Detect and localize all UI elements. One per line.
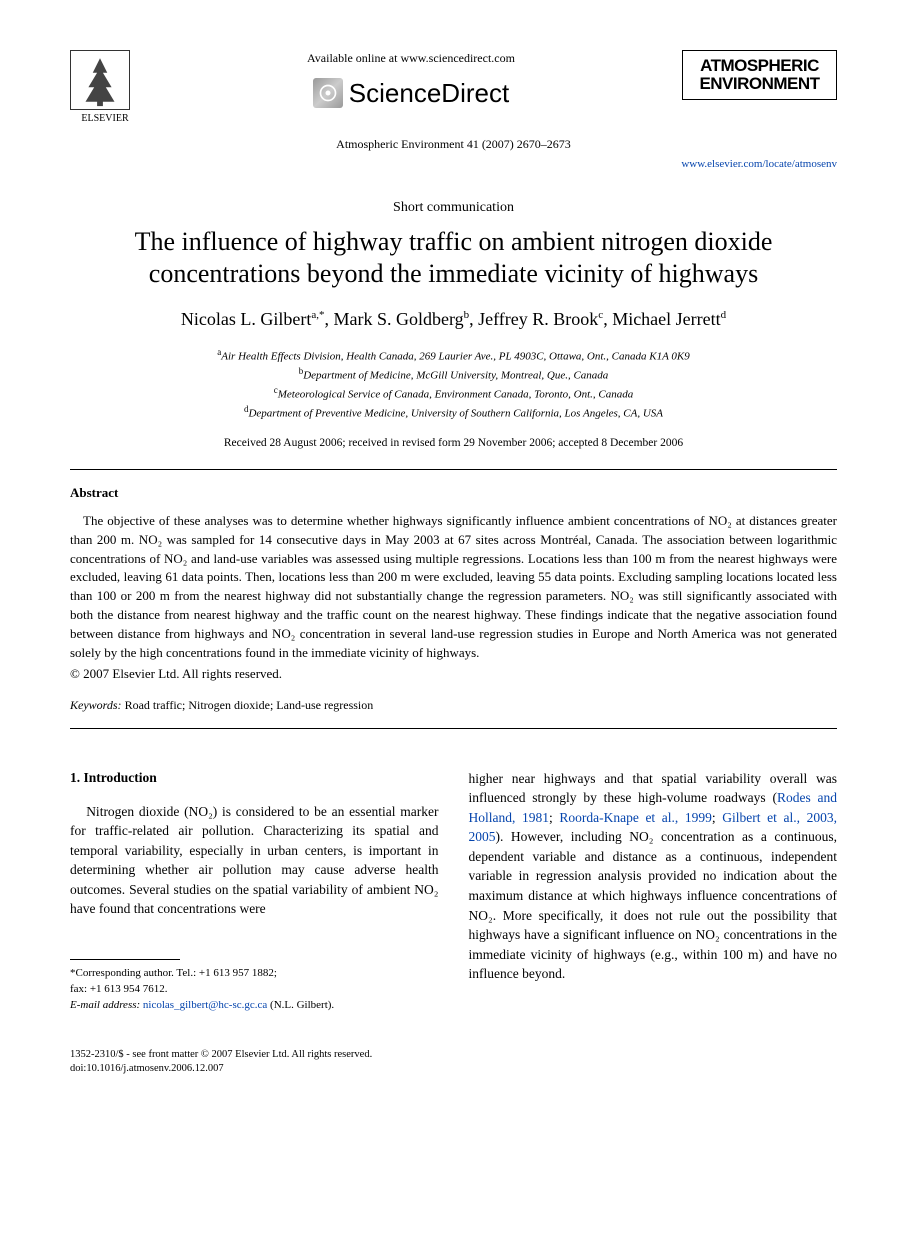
keywords-text: Road traffic; Nitrogen dioxide; Land-use… xyxy=(125,698,374,712)
elsevier-tree-icon xyxy=(70,50,130,110)
author-3: Michael Jerrettd xyxy=(612,309,726,329)
abstract-heading: Abstract xyxy=(70,484,837,502)
available-online-text: Available online at www.sciencedirect.co… xyxy=(140,50,682,67)
affiliation-c: cMeteorological Service of Canada, Envir… xyxy=(70,384,837,403)
footnote-email-name: (N.L. Gilbert). xyxy=(270,999,334,1011)
authors-line: Nicolas L. Gilberta,*, Mark S. Goldbergb… xyxy=(70,307,837,332)
column-left: 1. Introduction Nitrogen dioxide (NO₂) i… xyxy=(70,769,439,1014)
journal-name-1: ATMOSPHERIC xyxy=(687,57,832,75)
author-0: Nicolas L. Gilberta,* xyxy=(181,309,325,329)
abstract-copyright: © 2007 Elsevier Ltd. All rights reserved… xyxy=(70,665,837,683)
doi-block: 1352-2310/$ - see front matter © 2007 El… xyxy=(70,1048,837,1076)
abstract-body: The objective of these analyses was to d… xyxy=(70,512,837,663)
affiliation-a: aAir Health Effects Division, Health Can… xyxy=(70,346,837,365)
affiliation-d: dDepartment of Preventive Medicine, Univ… xyxy=(70,403,837,422)
header-row: ELSEVIER Available online at www.science… xyxy=(70,50,837,126)
footnote-email-label: E-mail address: xyxy=(70,999,140,1011)
rule-bottom xyxy=(70,728,837,729)
intro-col1: Nitrogen dioxide (NO₂) is considered to … xyxy=(70,802,439,919)
intro-col2: higher near highways and that spatial va… xyxy=(469,769,838,984)
doi-line1: 1352-2310/$ - see front matter © 2007 El… xyxy=(70,1048,837,1062)
affiliation-b: bDepartment of Medicine, McGill Universi… xyxy=(70,365,837,384)
elsevier-label: ELSEVIER xyxy=(70,112,140,126)
citation-2[interactable]: Roorda-Knape et al., 1999 xyxy=(559,810,712,825)
footnote-email[interactable]: nicolas_gilbert@hc-sc.gc.ca xyxy=(143,999,267,1011)
journal-url[interactable]: www.elsevier.com/locate/atmosenv xyxy=(70,157,837,172)
citation-line: Atmospheric Environment 41 (2007) 2670–2… xyxy=(70,136,837,153)
doi-line2: doi:10.1016/j.atmosenv.2006.12.007 xyxy=(70,1062,837,1076)
author-2: Jeffrey R. Brookc xyxy=(478,309,603,329)
affiliations: aAir Health Effects Division, Health Can… xyxy=(70,346,837,423)
header-center: Available online at www.sciencedirect.co… xyxy=(140,50,682,111)
sciencedirect-icon xyxy=(313,78,343,108)
intro-heading: 1. Introduction xyxy=(70,769,439,788)
rule-top xyxy=(70,469,837,470)
article-dates: Received 28 August 2006; received in rev… xyxy=(70,435,837,451)
footnote-email-line: E-mail address: nicolas_gilbert@hc-sc.gc… xyxy=(70,998,439,1014)
two-column-body: 1. Introduction Nitrogen dioxide (NO₂) i… xyxy=(70,769,837,1014)
journal-name-2: ENVIRONMENT xyxy=(687,75,832,93)
footnote-rule xyxy=(70,959,180,960)
article-type: Short communication xyxy=(70,198,837,218)
column-right: higher near highways and that spatial va… xyxy=(469,769,838,1014)
keywords: Keywords: Road traffic; Nitrogen dioxide… xyxy=(70,697,837,714)
sciencedirect-logo: ScienceDirect xyxy=(140,75,682,111)
article-title: The influence of highway traffic on ambi… xyxy=(70,226,837,291)
journal-box: ATMOSPHERIC ENVIRONMENT xyxy=(682,50,837,100)
footnote-block: *Corresponding author. Tel.: +1 613 957 … xyxy=(70,966,439,1014)
footnote-corresponding: *Corresponding author. Tel.: +1 613 957 … xyxy=(70,966,439,982)
author-1: Mark S. Goldbergb xyxy=(333,309,469,329)
elsevier-logo: ELSEVIER xyxy=(70,50,140,126)
keywords-label: Keywords: xyxy=(70,698,122,712)
sciencedirect-text: ScienceDirect xyxy=(349,75,509,111)
footnote-fax: fax: +1 613 954 7612. xyxy=(70,982,439,998)
